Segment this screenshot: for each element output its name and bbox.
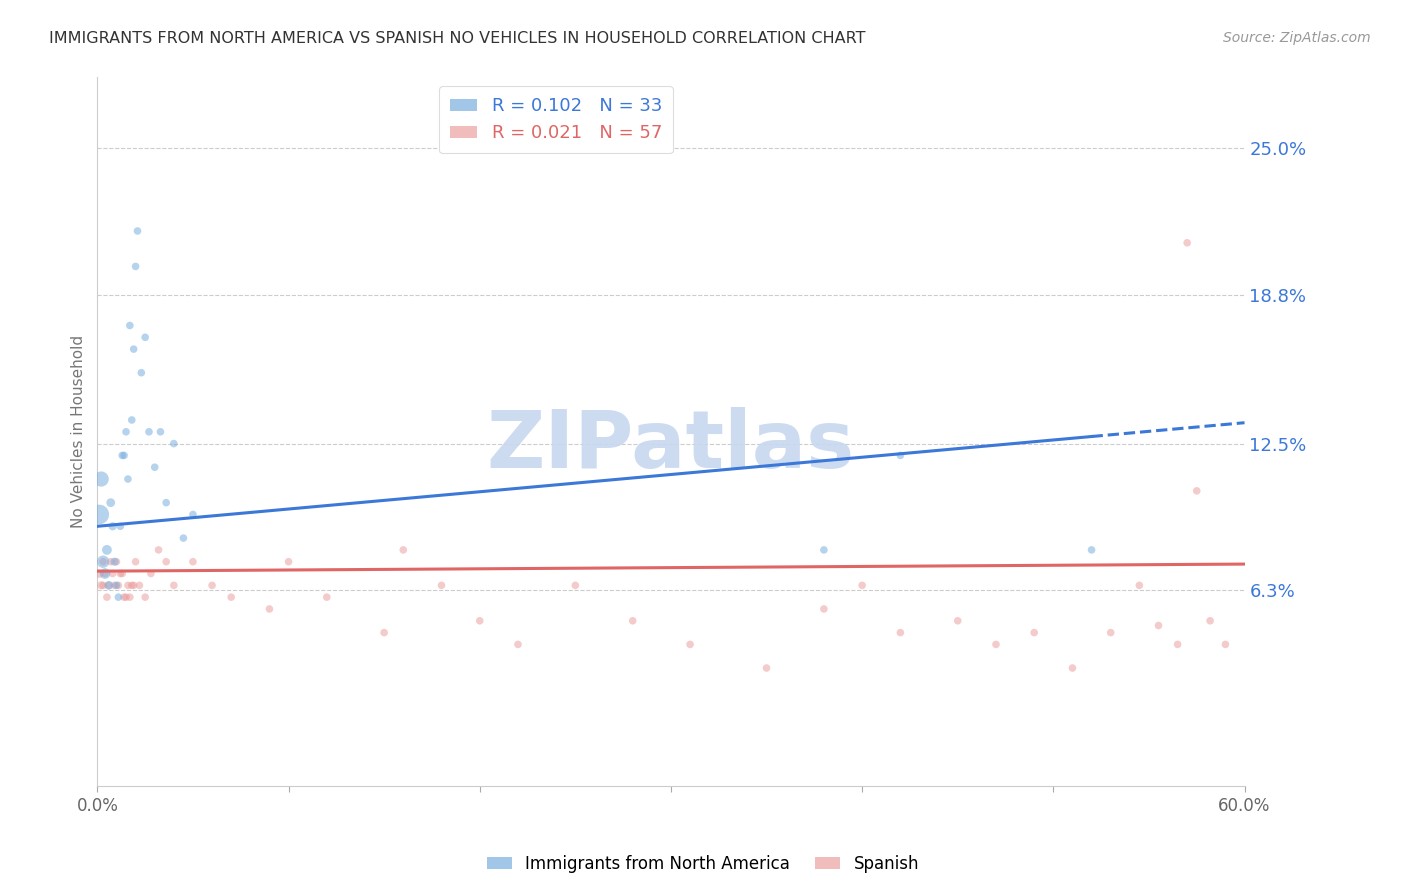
Point — [112, 590, 135, 604]
Point — [259, 602, 281, 616]
Point — [128, 578, 150, 592]
Point — [1128, 578, 1150, 592]
Point — [111, 449, 134, 463]
Point — [115, 590, 138, 604]
Point — [101, 519, 124, 533]
Point — [105, 555, 128, 569]
Point — [91, 555, 114, 569]
Point — [134, 590, 156, 604]
Point — [430, 578, 453, 592]
Point — [138, 425, 160, 439]
Point — [124, 260, 146, 274]
Point — [115, 425, 138, 439]
Point — [110, 519, 132, 533]
Point — [149, 425, 172, 439]
Point — [96, 590, 118, 604]
Point — [1175, 235, 1198, 250]
Point — [219, 590, 242, 604]
Point — [91, 555, 114, 569]
Point — [118, 318, 141, 333]
Point — [755, 661, 778, 675]
Point — [89, 508, 111, 522]
Legend: Immigrants from North America, Spanish: Immigrants from North America, Spanish — [481, 848, 925, 880]
Point — [1024, 625, 1046, 640]
Text: ZIPatlas: ZIPatlas — [486, 407, 855, 485]
Point — [813, 602, 835, 616]
Point — [131, 366, 153, 380]
Point — [1167, 637, 1189, 651]
Point — [139, 566, 162, 581]
Point — [155, 496, 177, 510]
Point — [155, 555, 177, 569]
Legend: R = 0.102   N = 33, R = 0.021   N = 57: R = 0.102 N = 33, R = 0.021 N = 57 — [440, 87, 673, 153]
Point — [1185, 483, 1208, 498]
Point — [1062, 661, 1084, 675]
Point — [122, 342, 145, 356]
Point — [813, 542, 835, 557]
Point — [946, 614, 969, 628]
Point — [97, 578, 120, 592]
Point — [118, 590, 141, 604]
Point — [1199, 614, 1222, 628]
Point — [122, 578, 145, 592]
Point — [851, 578, 873, 592]
Point — [181, 555, 204, 569]
Point — [100, 496, 122, 510]
Point — [110, 566, 132, 581]
Point — [117, 578, 139, 592]
Point — [100, 555, 122, 569]
Point — [163, 436, 186, 450]
Point — [679, 637, 702, 651]
Point — [1099, 625, 1122, 640]
Point — [564, 578, 586, 592]
Point — [107, 590, 129, 604]
Point — [112, 449, 135, 463]
Point — [91, 578, 114, 592]
Point — [163, 578, 186, 592]
Point — [90, 472, 112, 486]
Point — [117, 472, 139, 486]
Point — [103, 578, 125, 592]
Point — [127, 224, 149, 238]
Point — [97, 578, 120, 592]
Point — [373, 625, 395, 640]
Point — [103, 555, 125, 569]
Point — [201, 578, 224, 592]
Point — [94, 566, 117, 581]
Point — [1080, 542, 1102, 557]
Point — [89, 566, 111, 581]
Text: Source: ZipAtlas.com: Source: ZipAtlas.com — [1223, 31, 1371, 45]
Point — [107, 578, 129, 592]
Point — [148, 542, 170, 557]
Point — [143, 460, 166, 475]
Point — [984, 637, 1007, 651]
Point — [315, 590, 337, 604]
Point — [181, 508, 204, 522]
Point — [121, 413, 143, 427]
Point — [96, 542, 118, 557]
Point — [134, 330, 156, 344]
Point — [506, 637, 529, 651]
Point — [172, 531, 194, 545]
Point — [90, 578, 112, 592]
Point — [468, 614, 491, 628]
Point — [392, 542, 415, 557]
Point — [111, 566, 134, 581]
Point — [1147, 618, 1170, 632]
Point — [94, 566, 117, 581]
Point — [889, 625, 911, 640]
Y-axis label: No Vehicles in Household: No Vehicles in Household — [72, 335, 86, 528]
Point — [889, 449, 911, 463]
Point — [121, 578, 143, 592]
Text: IMMIGRANTS FROM NORTH AMERICA VS SPANISH NO VEHICLES IN HOUSEHOLD CORRELATION CH: IMMIGRANTS FROM NORTH AMERICA VS SPANISH… — [49, 31, 866, 46]
Point — [277, 555, 299, 569]
Point — [1215, 637, 1237, 651]
Point — [101, 566, 124, 581]
Point — [621, 614, 644, 628]
Point — [124, 555, 146, 569]
Point — [105, 578, 128, 592]
